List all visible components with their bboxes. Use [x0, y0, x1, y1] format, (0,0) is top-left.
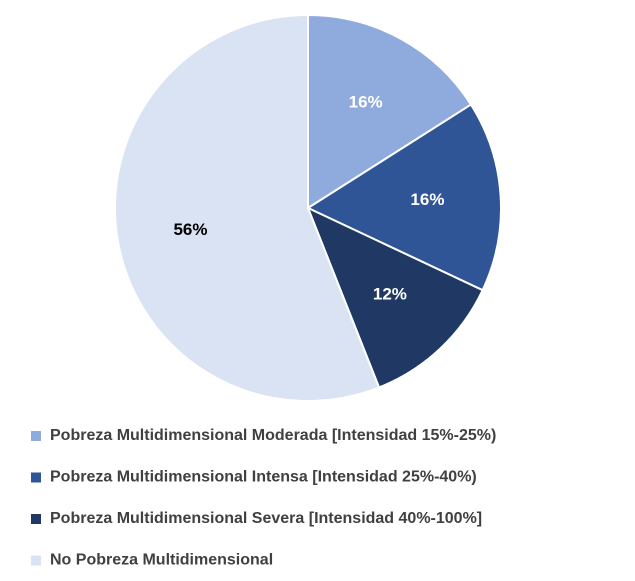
legend-label: Pobreza Multidimensional Intensa [Intens… — [50, 469, 477, 486]
data-label: 12% — [373, 285, 407, 304]
pie-slice — [307, 13, 473, 210]
legend-label: Pobreza Multidimensional Severa [Intensi… — [50, 510, 482, 527]
legend-swatch — [31, 431, 41, 441]
pie-slice — [114, 13, 381, 402]
legend-swatch — [31, 555, 41, 566]
legend-swatch — [31, 472, 41, 483]
data-label: 16% — [410, 190, 444, 209]
legend-label: Pobreza Multidimensional Moderada [Inten… — [50, 427, 496, 444]
legend-label: No Pobreza Multidimensional — [50, 552, 273, 569]
pie-slice — [306, 206, 484, 389]
legend-swatch — [31, 514, 41, 524]
pie-slice — [305, 103, 502, 292]
data-label: 16% — [349, 93, 383, 112]
data-label: 56% — [173, 220, 207, 239]
